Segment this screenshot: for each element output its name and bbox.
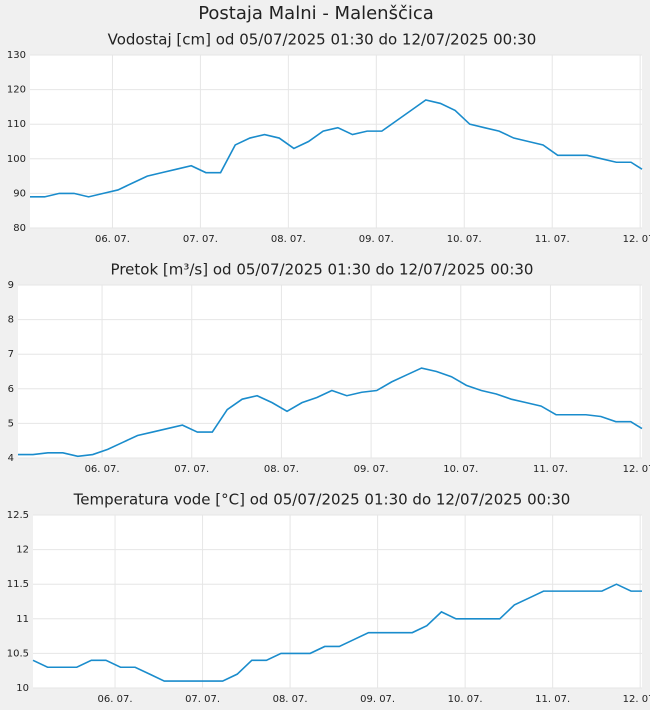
x-tick-label: 09. 07.	[360, 694, 395, 705]
data-line	[30, 99, 643, 198]
x-tick-label: 11. 07.	[535, 234, 570, 245]
x-tick-label: 11. 07.	[535, 694, 570, 705]
y-tick-label: 7	[8, 349, 14, 360]
y-tick-label: 100	[7, 154, 26, 165]
x-tick-label: 09. 07.	[354, 464, 389, 475]
x-tick-label: 10. 07.	[447, 234, 482, 245]
x-tick-label: 08. 07.	[273, 694, 308, 705]
x-tick-label: 08. 07.	[264, 464, 299, 475]
x-tick-label: 09. 07.	[359, 234, 394, 245]
page-title: Postaja Malni - Malenščica	[198, 3, 434, 24]
y-tick-label: 4	[8, 453, 14, 464]
plot-area	[33, 515, 642, 688]
x-tick-label: 12. 07.	[623, 464, 650, 475]
chart-title: Pretok [m³/s] od 05/07/2025 01:30 do 12/…	[111, 261, 534, 279]
x-tick-label: 10. 07.	[443, 464, 478, 475]
y-tick-label: 11	[16, 614, 29, 625]
y-tick-label: 9	[8, 280, 14, 291]
y-tick-label: 5	[8, 418, 14, 429]
x-tick-label: 11. 07.	[533, 464, 568, 475]
x-tick-label: 06. 07.	[98, 694, 133, 705]
data-line	[32, 583, 642, 682]
y-tick-label: 110	[7, 119, 26, 130]
plot-area	[18, 285, 642, 458]
x-tick-label: 08. 07.	[271, 234, 306, 245]
chart-title: Vodostaj [cm] od 05/07/2025 01:30 do 12/…	[108, 31, 537, 49]
y-tick-label: 10.5	[7, 648, 29, 659]
y-tick-label: 8	[8, 315, 14, 326]
y-tick-label: 80	[13, 223, 26, 234]
x-tick-label: 06. 07.	[85, 464, 120, 475]
y-tick-label: 11.5	[7, 579, 29, 590]
x-tick-label: 12. 07.	[623, 694, 650, 705]
x-tick-label: 07. 07.	[183, 234, 218, 245]
y-tick-label: 90	[13, 188, 26, 199]
x-tick-label: 07. 07.	[174, 464, 209, 475]
y-tick-label: 12.5	[7, 510, 29, 521]
x-tick-label: 06. 07.	[95, 234, 130, 245]
y-tick-label: 120	[7, 85, 26, 96]
x-tick-label: 07. 07.	[185, 694, 220, 705]
y-tick-label: 12	[16, 545, 29, 556]
plot-area	[30, 55, 642, 228]
chart-title: Temperatura vode [°C] od 05/07/2025 01:3…	[73, 491, 571, 509]
data-line	[18, 367, 643, 458]
x-tick-label: 10. 07.	[448, 694, 483, 705]
y-tick-label: 10	[16, 683, 29, 694]
y-tick-label: 6	[8, 384, 14, 395]
y-tick-label: 130	[7, 50, 26, 61]
x-tick-label: 12. 07.	[623, 234, 650, 245]
